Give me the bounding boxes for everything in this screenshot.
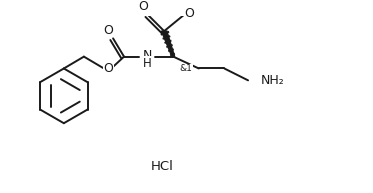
Text: O: O (104, 62, 113, 75)
Text: O: O (184, 7, 194, 20)
Polygon shape (162, 31, 175, 57)
Text: H: H (143, 57, 152, 69)
Text: N: N (143, 49, 153, 62)
Text: O: O (138, 0, 148, 13)
Text: HCl: HCl (151, 161, 174, 174)
Text: NH₂: NH₂ (261, 74, 285, 87)
Text: O: O (104, 24, 113, 37)
Text: &1: &1 (180, 64, 192, 73)
